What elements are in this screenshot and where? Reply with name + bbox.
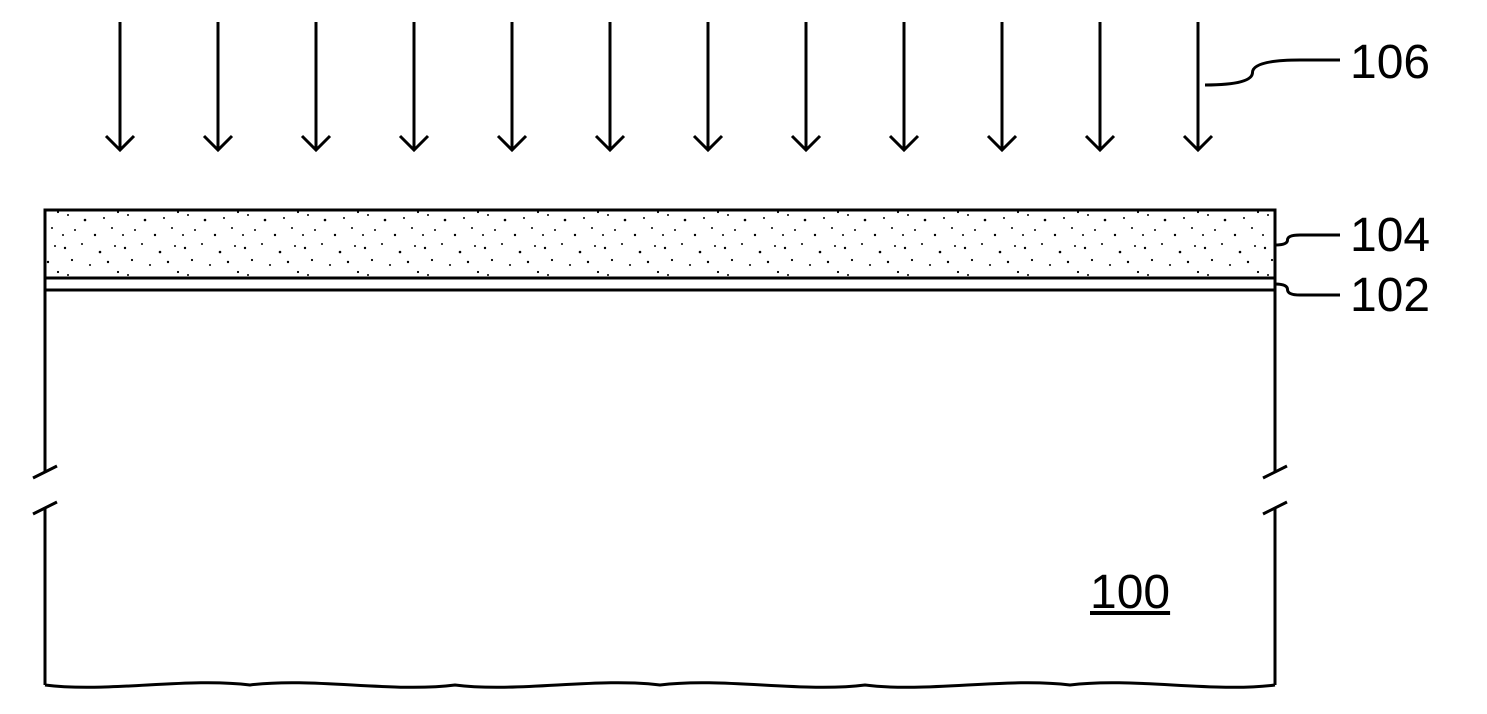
layer-102 — [45, 278, 1275, 290]
label-104: 104 — [1350, 208, 1430, 263]
label-106: 106 — [1350, 35, 1430, 90]
substrate-100 — [33, 290, 1287, 687]
cross-section-diagram — [0, 0, 1487, 714]
layer-104 — [45, 210, 1275, 278]
arrows-106 — [106, 22, 1212, 150]
label-102: 102 — [1350, 268, 1430, 323]
label-100: 100 — [1090, 565, 1170, 620]
